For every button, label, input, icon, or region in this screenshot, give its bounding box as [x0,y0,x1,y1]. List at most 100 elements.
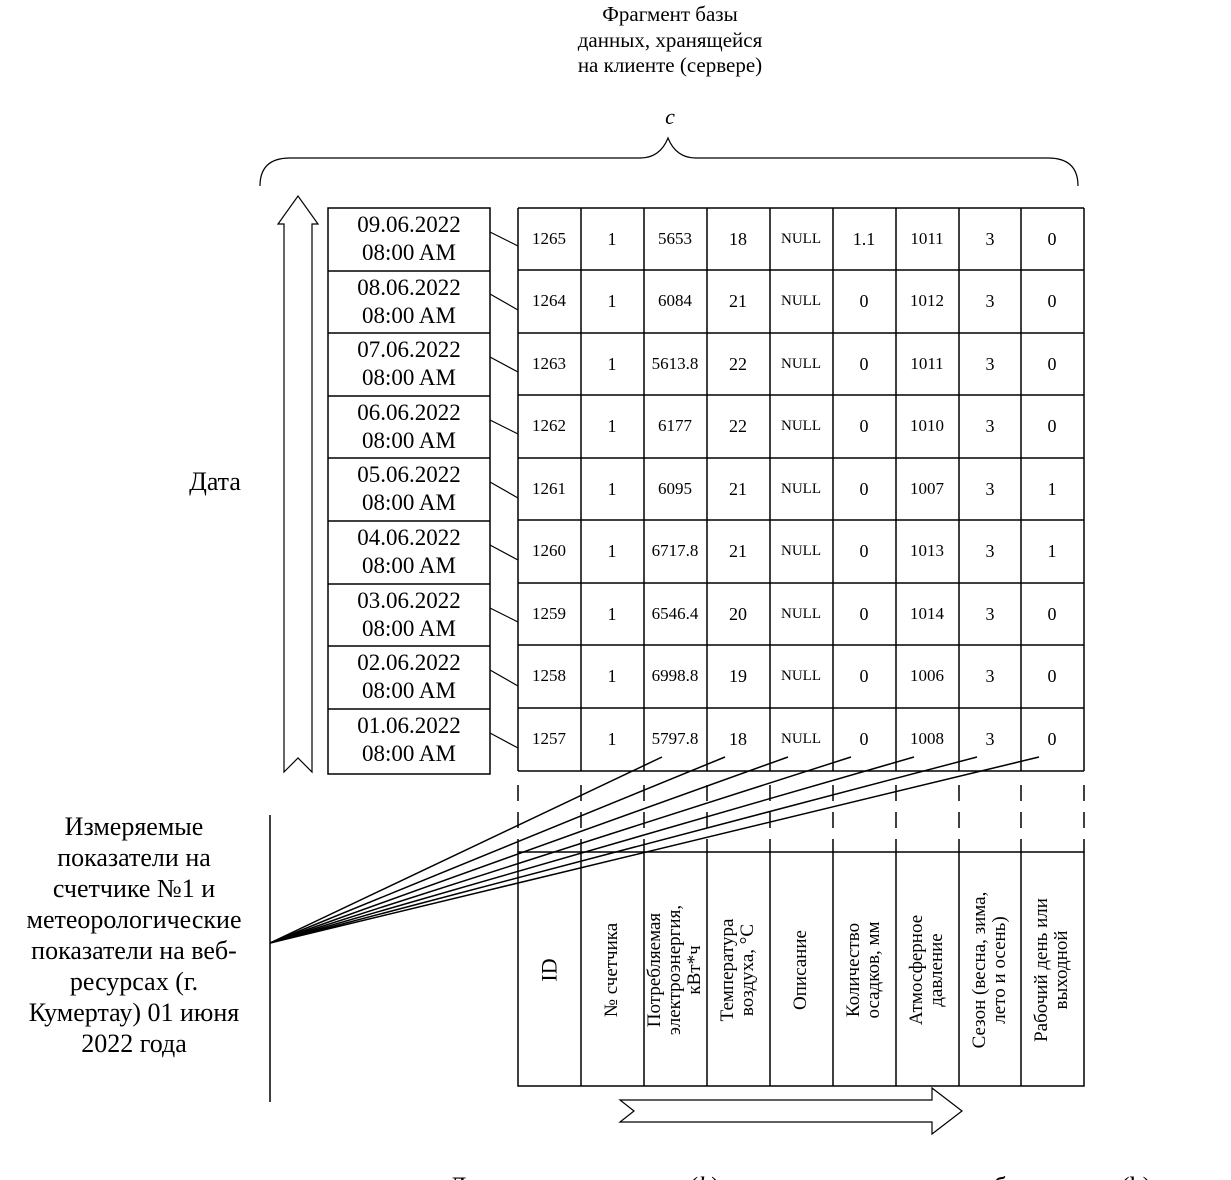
date-value: 04.06.2022 [357,525,461,551]
data-table-grid [517,207,1085,772]
table-cell: 1 [607,540,617,561]
table-cell: 6084 [658,291,692,310]
date-axis-label: Дата [189,467,241,496]
table-cell: NULL [781,667,821,684]
table-cell: 0 [1047,415,1057,436]
date-cell: 08.06.2022 08:00 AM [328,271,490,333]
time-value: 08:00 AM [362,490,456,515]
table-cell: 1 [1047,540,1057,561]
table-cell: 1 [607,290,617,311]
table-cell: 18 [729,728,747,749]
table-cell: 1 [607,415,617,436]
table-cell: 1010 [910,416,944,435]
date-value: 09.06.2022 [357,212,461,238]
column-header: № счетчика [582,858,642,1082]
table-cell: 0 [859,353,869,374]
table-cell: 21 [729,478,747,499]
table-cell: 3 [985,415,995,436]
table-cell: 18 [729,228,747,249]
header-table-grid [517,851,1085,1087]
date-value: 08.06.2022 [357,275,461,301]
table-cell: 3 [985,290,995,311]
date-cell: 02.06.2022 08:00 AM [328,646,490,708]
table-cell: 6717.8 [651,541,699,560]
table-cell: 19 [729,665,747,686]
date-axis-arrow [276,194,320,774]
column-header-label: Потребляемая электроэнергия, кВт*ч [644,904,705,1036]
database-fragment-variable: c [665,104,675,129]
table-cell: 6177 [658,416,692,435]
table-cell: NULL [781,542,821,559]
table-cell: 1 [607,603,617,624]
date-cell: 04.06.2022 08:00 AM [328,521,490,583]
date-column-frame [327,207,491,775]
table-cell: 3 [985,540,995,561]
date-value: 06.06.2022 [357,400,461,426]
table-cell: NULL [781,355,821,372]
column-header-label: ID [536,958,562,982]
table-cell: 20 [729,603,747,624]
measurements-caption: Измеряемые показатели на счетчике №1 и м… [26,812,242,1058]
table-cell: 1013 [910,541,944,560]
column-header-label: Описание [790,930,812,1010]
table-cell: 3 [985,728,995,749]
table-cell: 1 [607,353,617,374]
column-header: Потребляемая электроэнергия, кВт*ч [644,858,705,1082]
table-cell: 1261 [532,479,566,498]
table-cell: NULL [781,605,821,622]
table-cell: 1263 [532,354,566,373]
time-value: 08:00 AM [362,303,456,328]
table-cell: 1 [607,728,617,749]
table-cell: 1 [607,665,617,686]
table-cell: NULL [781,230,821,247]
date-cell: 03.06.2022 08:00 AM [328,584,490,646]
table-cell: 5613.8 [651,354,699,373]
date-cell: 05.06.2022 08:00 AM [328,458,490,520]
column-header-label: Атмосферное давление [906,914,947,1026]
date-value: 01.06.2022 [357,713,461,739]
data-sources-caption-text: Данные со счетчиков (h) и метеорологичес… [449,1172,1152,1180]
table-cell: 3 [985,353,995,374]
table-cell: 0 [859,478,869,499]
database-brace [259,136,1079,187]
column-header: Количество осадков, мм [834,858,894,1082]
table-cell: 0 [859,603,869,624]
table-cell: 0 [1047,353,1057,374]
fan-lines [269,756,1040,944]
table-cell: 1 [1047,478,1057,499]
table-cell: 1.1 [852,228,876,249]
table-cell: 0 [859,540,869,561]
row-connectors [489,231,519,749]
table-cell: 1258 [532,666,566,685]
column-header: Температура воздуха, °С [708,858,768,1082]
time-value: 08:00 AM [362,240,456,265]
table-cell: 0 [1047,728,1057,749]
table-cell: 0 [859,290,869,311]
time-value: 08:00 AM [362,616,456,641]
table-cell: 1012 [910,291,944,310]
table-cell: NULL [781,480,821,497]
table-cell: 21 [729,540,747,561]
table-cell: 5653 [658,229,692,248]
column-header: Сезон (весна, зима, лето и осень) [960,858,1020,1082]
time-value: 08:00 AM [362,678,456,703]
time-value: 08:00 AM [362,365,456,390]
table-cell: 3 [985,478,995,499]
table-cell: 0 [859,728,869,749]
table-cell: 5797.8 [651,729,699,748]
table-cell: 1257 [532,729,566,748]
table-cell: 1008 [910,729,944,748]
date-cell: 06.06.2022 08:00 AM [328,396,490,458]
table-cell: 1264 [532,291,566,310]
time-value: 08:00 AM [362,741,456,766]
table-cell: 6546.4 [651,604,699,623]
table-cell: NULL [781,730,821,747]
table-cell: 1265 [532,229,566,248]
table-cell: 1006 [910,666,944,685]
table-cell: 1014 [910,604,944,623]
date-cell: 07.06.2022 08:00 AM [328,333,490,395]
data-sources-caption: Данные со счетчиков (h) и метеорологичес… [370,1140,1230,1180]
table-cell: 3 [985,228,995,249]
table-cell: 1259 [532,604,566,623]
